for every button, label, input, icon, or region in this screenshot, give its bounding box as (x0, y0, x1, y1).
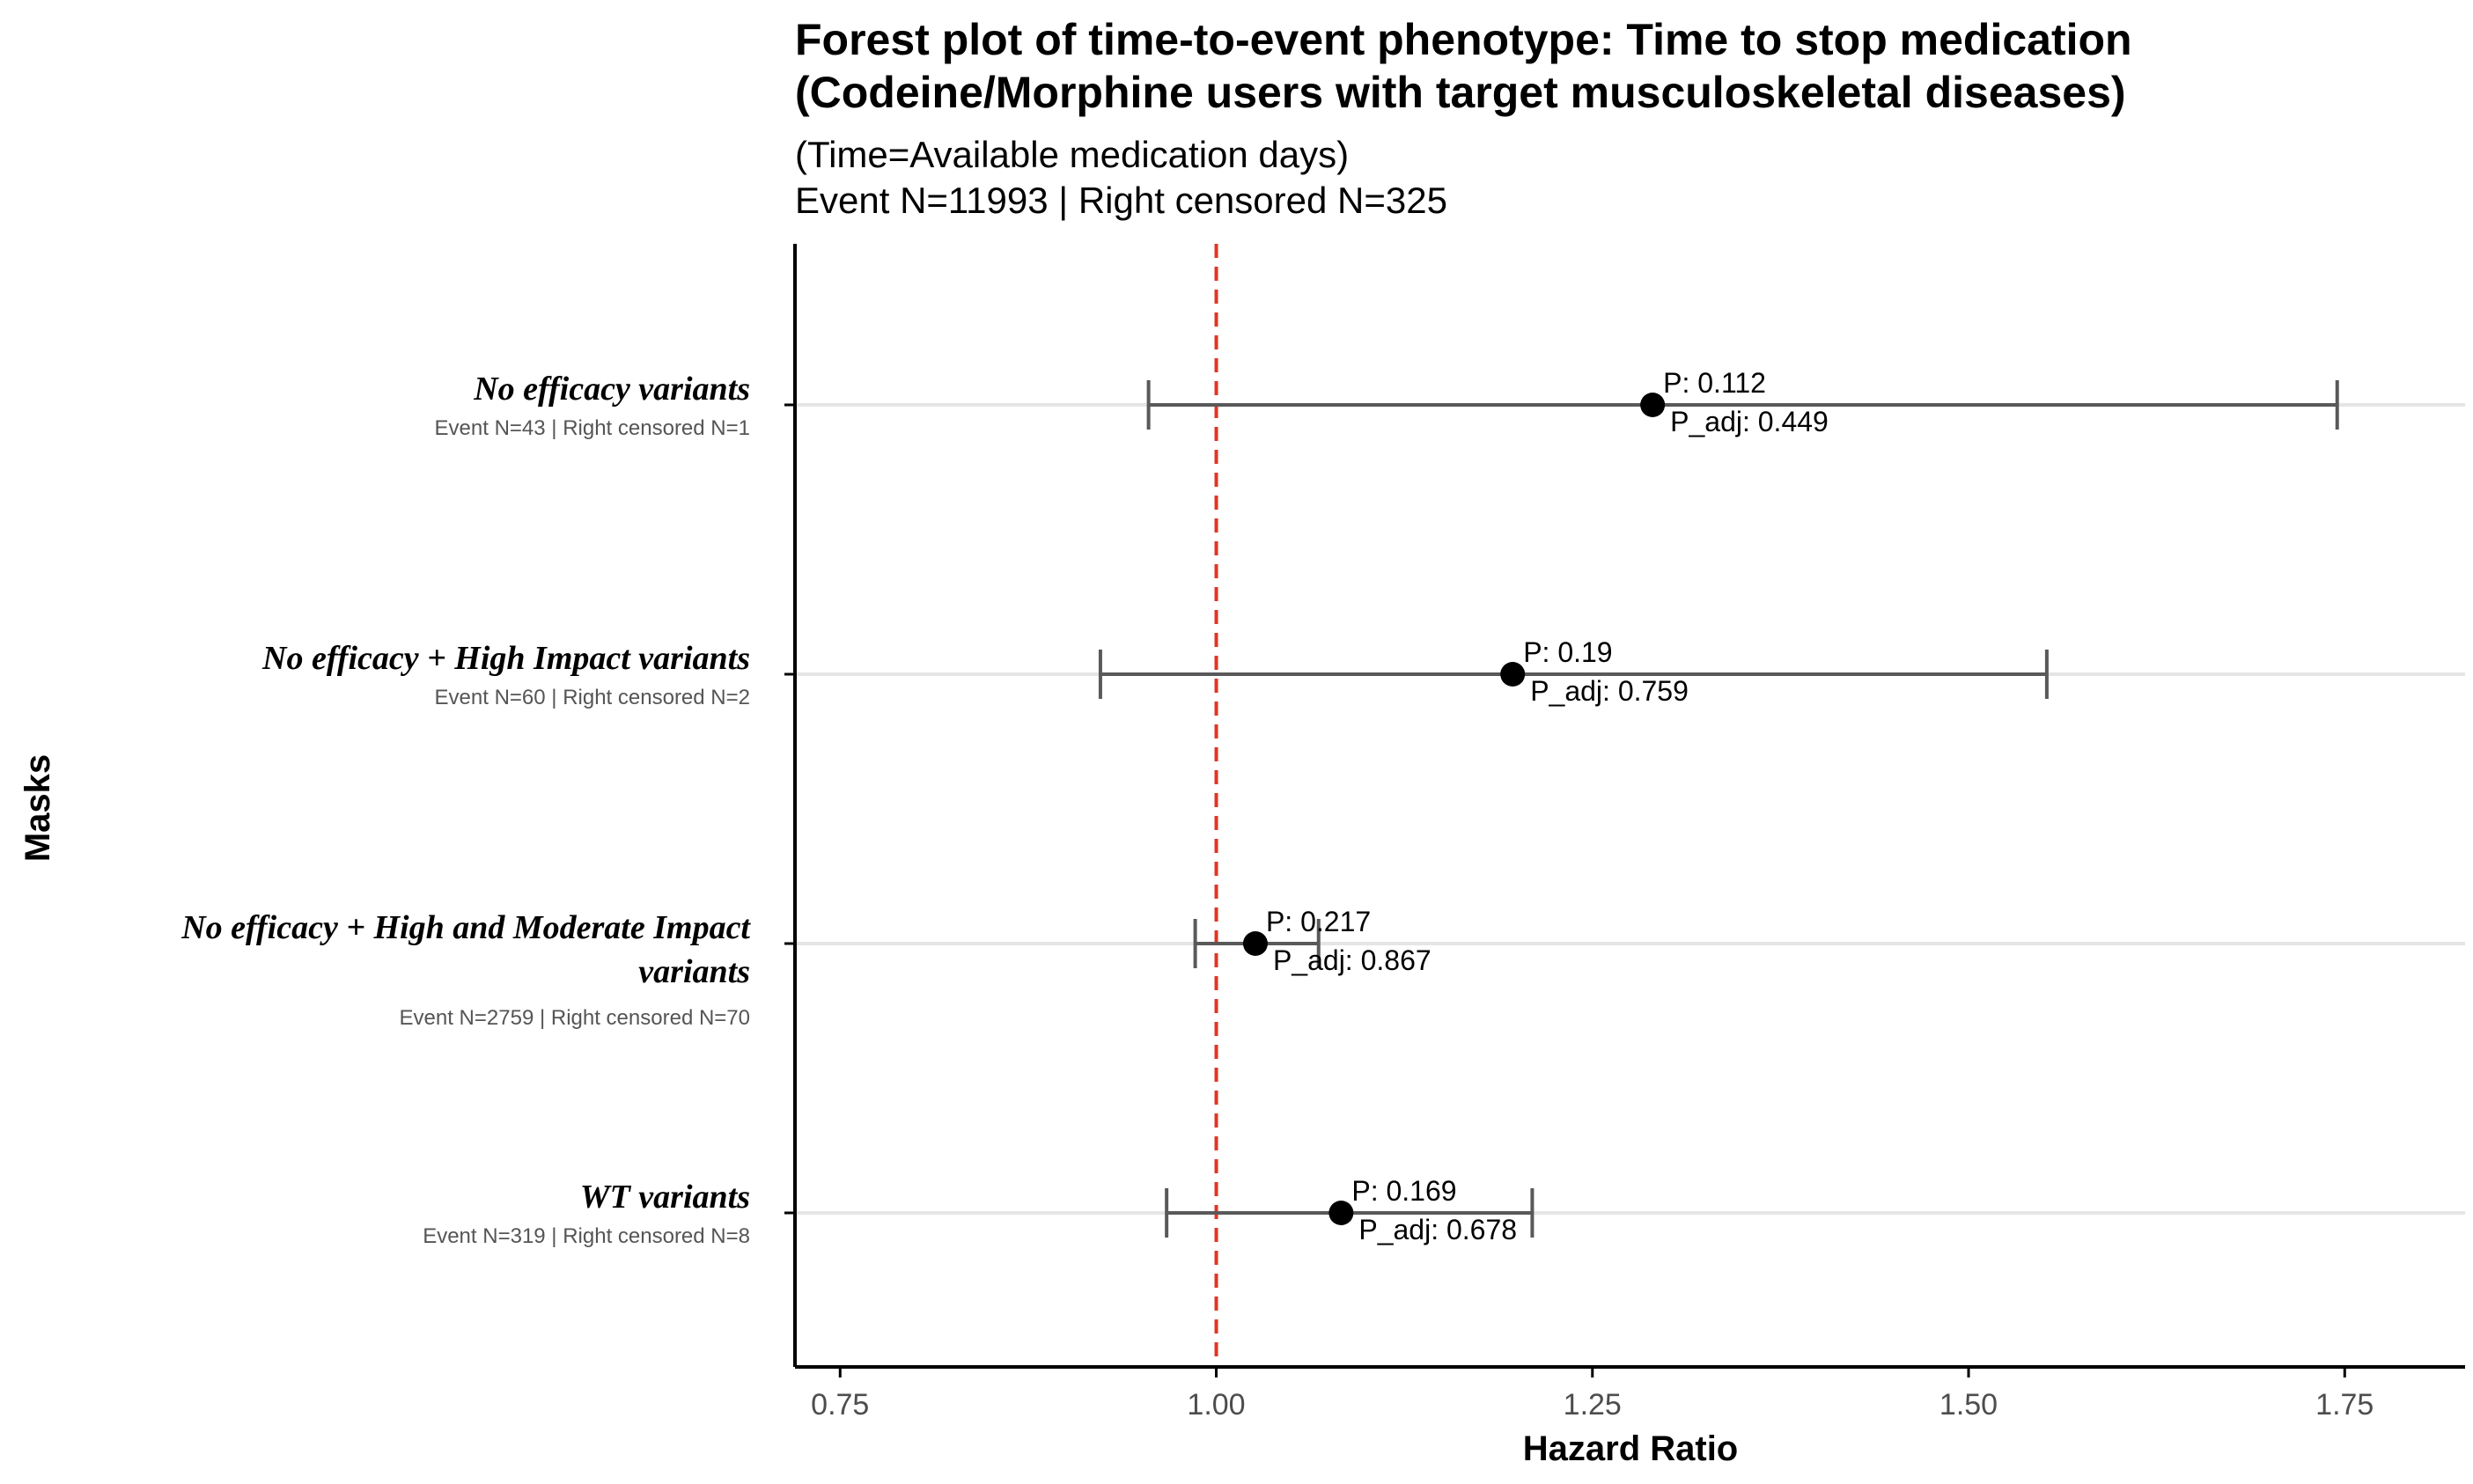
chart-subtitle-line-2: Event N=11993 | Right censored N=325 (795, 180, 1447, 221)
hr-point (1242, 931, 1268, 956)
row-sublabel: Event N=60 | Right censored N=2 (435, 686, 750, 709)
x-tick-label: 1.50 (1939, 1388, 1998, 1422)
chart-subtitle-line-1: (Time=Available medication days) (795, 134, 1349, 175)
forest-row: P: 0.169 P_adj: 0.678 WT variants Event N=3… (423, 1175, 1535, 1248)
row-label: variants (638, 953, 750, 990)
row-label: No efficacy variants (473, 371, 750, 408)
p-value-label: P: 0.112 (1663, 367, 1766, 399)
hr-point (1329, 1201, 1354, 1225)
x-axis-title: Hazard Ratio (1523, 1429, 1739, 1468)
forest-row: P: 0.112 P_adj: 0.449 No efficacy variants… (435, 367, 2339, 440)
y-axis-title: Masks (18, 754, 57, 862)
row-sublabel: Event N=2759 | Right censored N=70 (400, 1006, 750, 1030)
axes: 0.75 1.00 1.25 1.50 1.75 (793, 244, 2465, 1422)
x-tick-label: 1.25 (1564, 1388, 1622, 1422)
hr-point (1640, 393, 1666, 417)
chart-title-line-2: (Codeine/Morphine users with target musc… (795, 68, 2126, 117)
row-label: No efficacy + High and Moderate Impact (180, 909, 751, 946)
p-adj-label: P_adj: 0.678 (1358, 1214, 1517, 1245)
p-value-label: P: 0.217 (1266, 906, 1371, 937)
forest-row: P: 0.19 P_adj: 0.759 No efficacy + High Im… (261, 636, 2049, 709)
forest-row: P: 0.217 P_adj: 0.867 No efficacy + High a… (180, 906, 1431, 1030)
p-value-label: P: 0.19 (1523, 636, 1612, 668)
hr-point (1500, 662, 1526, 687)
row-gridlines (795, 403, 2465, 1215)
p-value-label: P: 0.169 (1351, 1175, 1456, 1207)
row-label: WT variants (580, 1179, 750, 1216)
p-adj-label: P_adj: 0.449 (1670, 406, 1829, 437)
x-tick-label: 1.75 (2315, 1388, 2374, 1422)
chart-title-line-1: Forest plot of time-to-event phenotype: … (795, 15, 2132, 64)
row-sublabel: Event N=43 | Right censored N=1 (435, 416, 750, 440)
forest-rows: P: 0.112 P_adj: 0.449 No efficacy variants… (180, 367, 2339, 1248)
x-tick-label: 0.75 (811, 1388, 869, 1422)
row-label: No efficacy + High Impact variants (261, 640, 750, 677)
row-sublabel: Event N=319 | Right censored N=8 (423, 1224, 750, 1248)
p-adj-label: P_adj: 0.759 (1530, 675, 1689, 707)
x-tick-label: 1.00 (1187, 1388, 1245, 1422)
p-adj-label: P_adj: 0.867 (1273, 944, 1432, 976)
